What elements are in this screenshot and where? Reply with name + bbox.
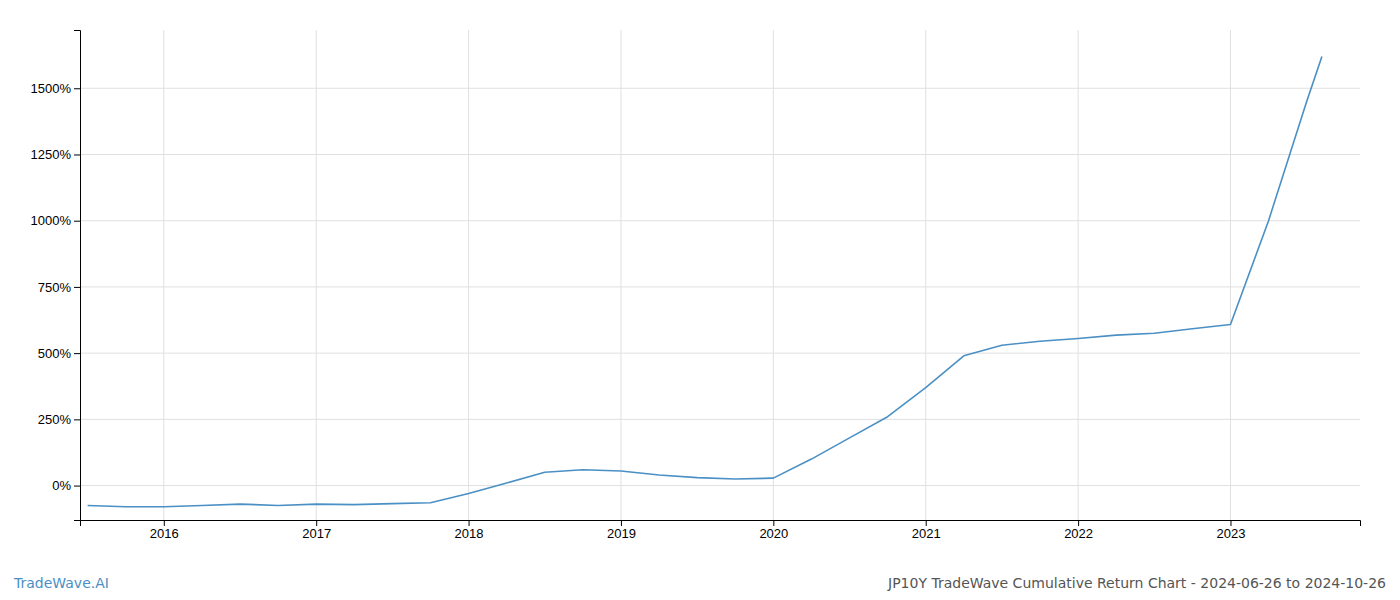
grid-line: [1230, 30, 1231, 520]
y-tick-mark: [74, 353, 80, 354]
x-tick: 2021: [912, 520, 941, 541]
chart: 2016 2017 2018 2019 2020 2021 2022 2023 0% 250% 50…: [0, 0, 1400, 600]
grid: [80, 30, 1360, 520]
y-tick-label: 1500%: [31, 81, 72, 96]
grid-line: [80, 220, 1360, 221]
grid-line: [163, 30, 164, 520]
x-tick-mark: [316, 520, 317, 526]
x-tick-label: 2020: [759, 526, 788, 541]
x-axis-line: [81, 521, 1361, 527]
x-tick: 2022: [1064, 520, 1093, 541]
grid-line: [80, 88, 1360, 89]
x-tick: 2019: [607, 520, 636, 541]
y-axis: 0% 250% 500% 750% 1000% 1250% 1500%: [31, 31, 81, 521]
y-tick: 750%: [38, 280, 80, 295]
grid-line: [80, 286, 1360, 287]
x-tick: 2020: [759, 520, 788, 541]
grid-line: [80, 154, 1360, 155]
y-tick: 1500%: [31, 81, 80, 96]
y-tick-mark: [74, 486, 80, 487]
x-tick-mark: [926, 520, 927, 526]
grid-line: [80, 419, 1360, 420]
y-tick-label: 250%: [38, 412, 72, 427]
grid-line: [80, 485, 1360, 486]
x-tick-mark: [773, 520, 774, 526]
y-tick-mark: [74, 221, 80, 222]
x-tick: 2023: [1217, 520, 1246, 541]
x-tick-label: 2016: [150, 526, 179, 541]
y-axis-line: [74, 31, 81, 521]
y-tick: 250%: [38, 412, 80, 427]
title: JP10Y TradeWave Cumulative Return Chart …: [887, 575, 1386, 591]
y-tick: 1000%: [31, 213, 80, 228]
y-tick: 500%: [38, 346, 80, 361]
x-tick: 2017: [302, 520, 331, 541]
y-tick-mark: [74, 419, 80, 420]
grid-line: [316, 30, 317, 520]
x-tick-mark: [164, 520, 165, 526]
y-tick-label: 0%: [52, 478, 71, 493]
x-tick-label: 2017: [302, 526, 331, 541]
grid-line: [468, 30, 469, 520]
y-tick-mark: [74, 287, 80, 288]
x-tick: 2016: [150, 520, 179, 541]
watermark: TradeWave.AI: [13, 575, 109, 591]
grid-line: [620, 30, 621, 520]
y-tick-mark: [74, 154, 80, 155]
x-tick: 2018: [455, 520, 484, 541]
x-tick-mark: [1230, 520, 1231, 526]
y-tick-label: 1250%: [31, 147, 72, 162]
x-tick-mark: [621, 520, 622, 526]
plot-area: [88, 56, 1322, 506]
grid-line: [80, 353, 1360, 354]
grid-line: [1078, 30, 1079, 520]
y-tick: 1250%: [31, 147, 80, 162]
x-tick-label: 2019: [607, 526, 636, 541]
y-tick: 0%: [52, 478, 80, 493]
x-tick-label: 2023: [1217, 526, 1246, 541]
y-tick-mark: [74, 88, 80, 89]
x-tick-mark: [1078, 520, 1079, 526]
x-tick-label: 2022: [1064, 526, 1093, 541]
grid-line: [925, 30, 926, 520]
x-tick-label: 2021: [912, 526, 941, 541]
x-tick-label: 2018: [455, 526, 484, 541]
grid-line: [773, 30, 774, 520]
x-axis: 2016 2017 2018 2019 2020 2021 2022 2023: [81, 520, 1361, 541]
y-tick-label: 750%: [38, 280, 72, 295]
x-tick-mark: [469, 520, 470, 526]
line: [88, 56, 1322, 506]
y-tick-label: 1000%: [31, 213, 72, 228]
y-tick-label: 500%: [38, 346, 72, 361]
